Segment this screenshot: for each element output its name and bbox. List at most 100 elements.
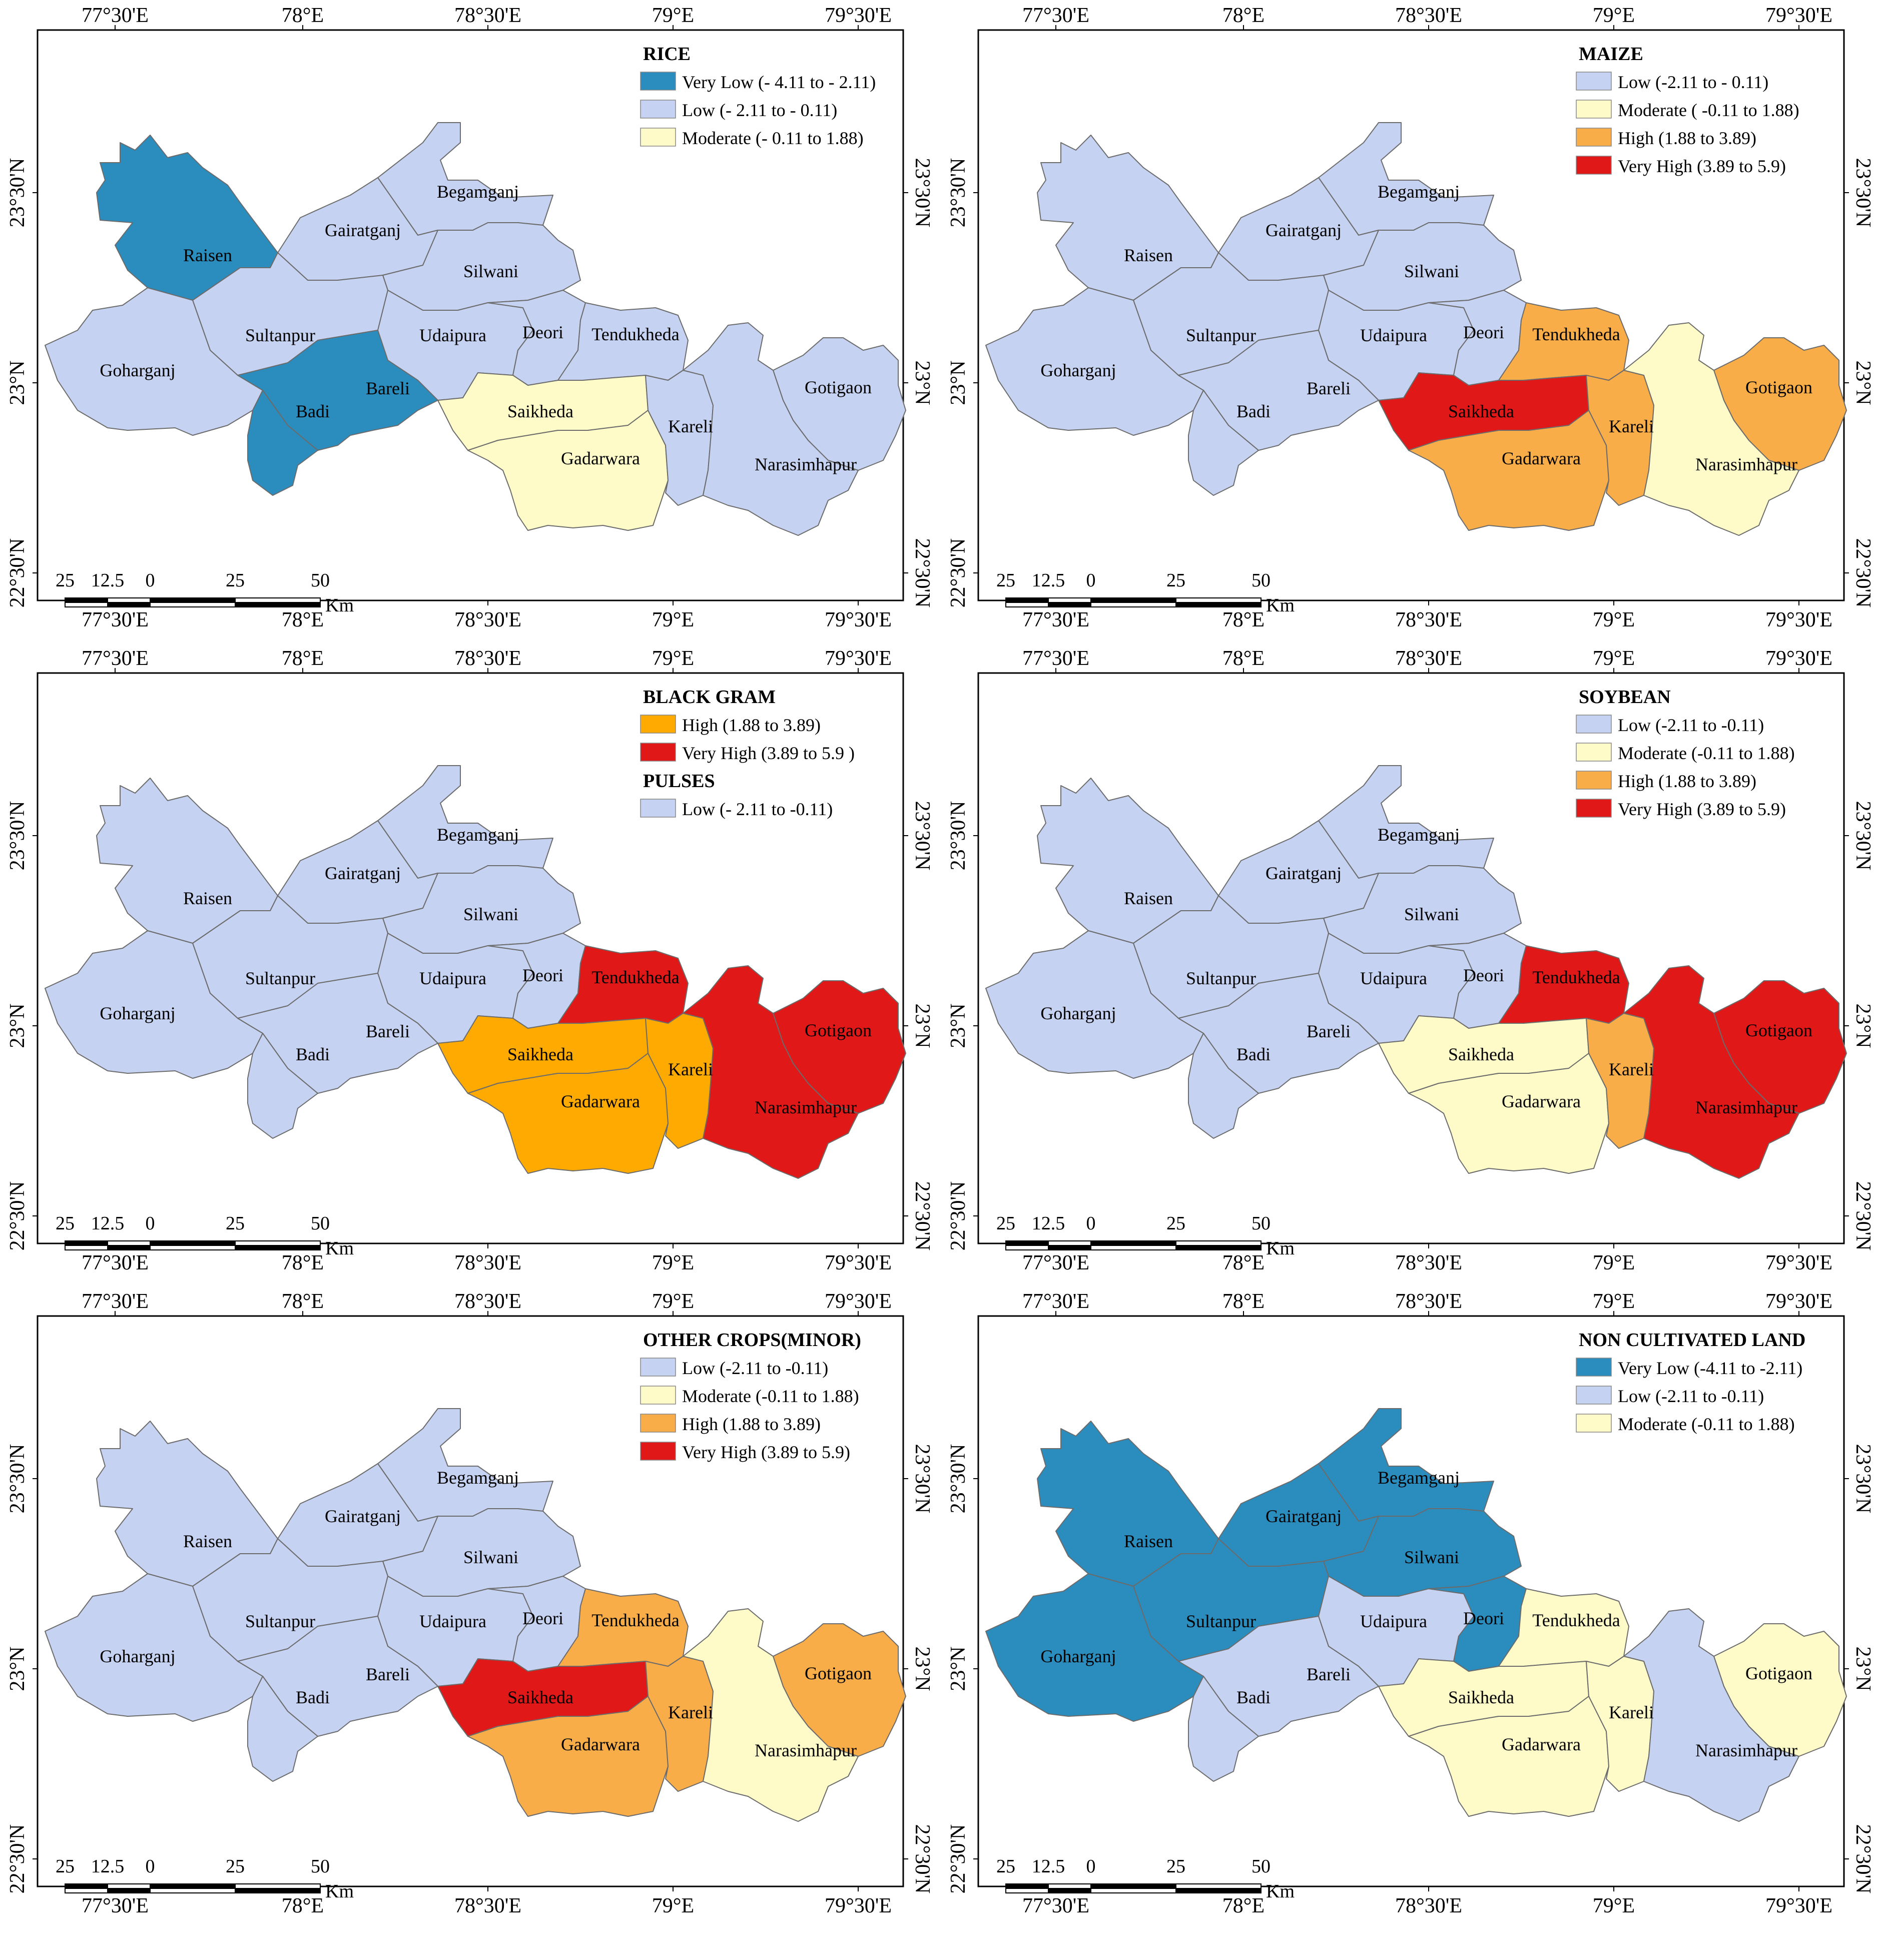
district-label: Bareli [366, 1021, 410, 1041]
district-label: Goharganj [100, 360, 175, 380]
longitude-label-top: 78°E [1222, 4, 1265, 27]
district-label: Gairatganj [325, 1506, 401, 1526]
district-label: Badi [296, 1687, 330, 1707]
longitude-label-bottom: 77°30'E [82, 608, 149, 631]
scale-tick-label: 0 [146, 1856, 155, 1877]
scale-tick-label: 50 [1251, 570, 1271, 591]
longitude-label-bottom: 78°E [1222, 608, 1265, 631]
map-panel-non-cultivated: Raisen Begamganj Gairatganj Silwani Sultanpu… [941, 1286, 1881, 1929]
legend-swatch [1576, 1358, 1612, 1377]
scale-tick-label: 12.5 [91, 570, 125, 591]
legend-label: High (1.88 to 3.89) [1618, 128, 1756, 148]
legend: NON CULTIVATED LAND Very Low (-4.11 to -2… [1576, 1330, 1805, 1434]
longitude-label-bottom: 79°E [1593, 608, 1635, 631]
scale-tick-label: 12.5 [91, 1856, 125, 1877]
latitude-label-right: 23°30'N [911, 158, 934, 228]
longitude-label-bottom: 78°E [1222, 1894, 1265, 1917]
district-label: Gadarwara [1502, 1091, 1581, 1111]
longitude-label-top: 78°E [1222, 1290, 1265, 1313]
legend-swatch [640, 799, 676, 818]
longitude-label-top: 78°E [282, 4, 324, 27]
longitude-label-top: 78°30'E [1395, 647, 1462, 670]
longitude-label-top: 78°E [282, 1290, 324, 1313]
legend-label: Very High (3.89 to 5.9) [1618, 799, 1786, 819]
district-label: Deori [522, 965, 563, 985]
scale-unit: Km [1266, 1881, 1295, 1902]
district-label: Kareli [668, 416, 713, 436]
district-label: Gotigaon [805, 377, 872, 397]
longitude-label-bottom: 78°E [282, 1251, 324, 1274]
map-panel-maize: Raisen Begamganj Gairatganj Silwani Sultanpu… [941, 0, 1881, 643]
latitude-label-right: 23°30'N [1851, 801, 1874, 871]
latitude-label-right: 23°30'N [1851, 1444, 1874, 1514]
district-label: Silwani [463, 1547, 518, 1567]
legend-swatch [1576, 799, 1612, 818]
district-label: Tendukheda [591, 967, 679, 987]
district-label: Sultanpur [1186, 1611, 1256, 1631]
map-frame [977, 1315, 1845, 1887]
district-label: Sultanpur [245, 325, 315, 345]
district-label: Tendukheda [1532, 1610, 1620, 1630]
longitude-label-bottom: 78°E [282, 608, 324, 631]
longitude-label-bottom: 78°30'E [454, 1894, 521, 1917]
scale-tick-label: 25 [996, 570, 1015, 591]
district-label: Silwani [463, 261, 518, 281]
scale-tick-label: 25 [996, 1856, 1015, 1877]
map-frame [37, 1315, 904, 1887]
latitude-label-right: 22°30'N [1851, 1181, 1874, 1251]
longitude-label-top: 78°30'E [1395, 4, 1462, 27]
district-label: Udaipura [419, 325, 486, 345]
district-label: Gairatganj [325, 863, 401, 883]
scale-tick-label: 0 [1086, 1213, 1096, 1234]
district-gadarwara [467, 1053, 669, 1174]
district-label: Saikheda [1448, 1687, 1514, 1707]
district-label: Silwani [1404, 261, 1459, 281]
legend-swatch [640, 1442, 676, 1461]
legend-label: Very High (3.89 to 5.9 ) [682, 743, 855, 763]
district-label: Kareli [668, 1702, 713, 1722]
scale-bar: 25 12.5 0 25 50 Km [996, 1856, 1295, 1902]
scale-tick-label: 25 [56, 570, 75, 591]
district-label: Bareli [366, 378, 410, 398]
map-canvas: Raisen Begamganj Gairatganj Silwani Sultanpu… [947, 4, 1874, 631]
district-label: Gadarwara [561, 1091, 640, 1111]
legend-swatch [1576, 1414, 1612, 1433]
scale-tick-label: 25 [226, 570, 245, 591]
latitude-label-right: 23°N [911, 360, 934, 405]
longitude-label-top: 78°30'E [454, 1290, 521, 1313]
district-label: Begamganj [1378, 825, 1460, 845]
district-label: Narasimhapur [1695, 1097, 1797, 1117]
longitude-label-top: 79°30'E [825, 1290, 892, 1313]
longitude-label-bottom: 79°E [652, 1251, 694, 1274]
legend-label: Very Low (- 4.11 to - 2.11) [682, 72, 876, 92]
scale-tick-label: 12.5 [1032, 1213, 1065, 1234]
longitude-label-bottom: 77°30'E [1022, 1251, 1089, 1274]
district-label: Deori [522, 1608, 563, 1628]
legend-label: Low (-2.11 to -0.11) [682, 1358, 828, 1378]
latitude-label-left: 22°30'N [6, 1824, 29, 1894]
legend-title: BLACK GRAM [643, 687, 776, 708]
latitude-label-right: 22°30'N [911, 1181, 934, 1251]
longitude-label-top: 79°E [652, 4, 694, 27]
longitude-label-bottom: 79°30'E [1765, 1251, 1832, 1274]
latitude-label-left: 23°N [947, 1003, 970, 1048]
scale-tick-label: 50 [311, 570, 330, 591]
map-panel-rice: Raisen Begamganj Gairatganj Silwani Sultanpu… [0, 0, 941, 643]
district-label: Begamganj [437, 825, 519, 845]
legend-label: High (1.88 to 3.89) [1618, 771, 1756, 791]
scale-tick-label: 25 [1166, 1856, 1185, 1877]
legend-label: Very High (3.89 to 5.9) [1618, 156, 1786, 176]
longitude-label-top: 79°30'E [1765, 1290, 1832, 1313]
latitude-label-right: 23°N [1851, 1003, 1874, 1048]
scale-bar: 25 12.5 0 25 50 Km [56, 570, 354, 616]
legend-swatch [1576, 743, 1612, 762]
district-label: Deori [1463, 965, 1504, 985]
map-frame [37, 29, 904, 601]
district-label: Raisen [1124, 245, 1173, 265]
scale-bar: 25 12.5 0 25 50 Km [56, 1213, 354, 1259]
scale-tick-label: 25 [996, 1213, 1015, 1234]
scale-tick-label: 50 [311, 1213, 330, 1234]
district-label: Sultanpur [245, 1611, 315, 1631]
district-label: Narasimhapur [755, 1740, 857, 1760]
latitude-label-right: 23°N [911, 1003, 934, 1048]
